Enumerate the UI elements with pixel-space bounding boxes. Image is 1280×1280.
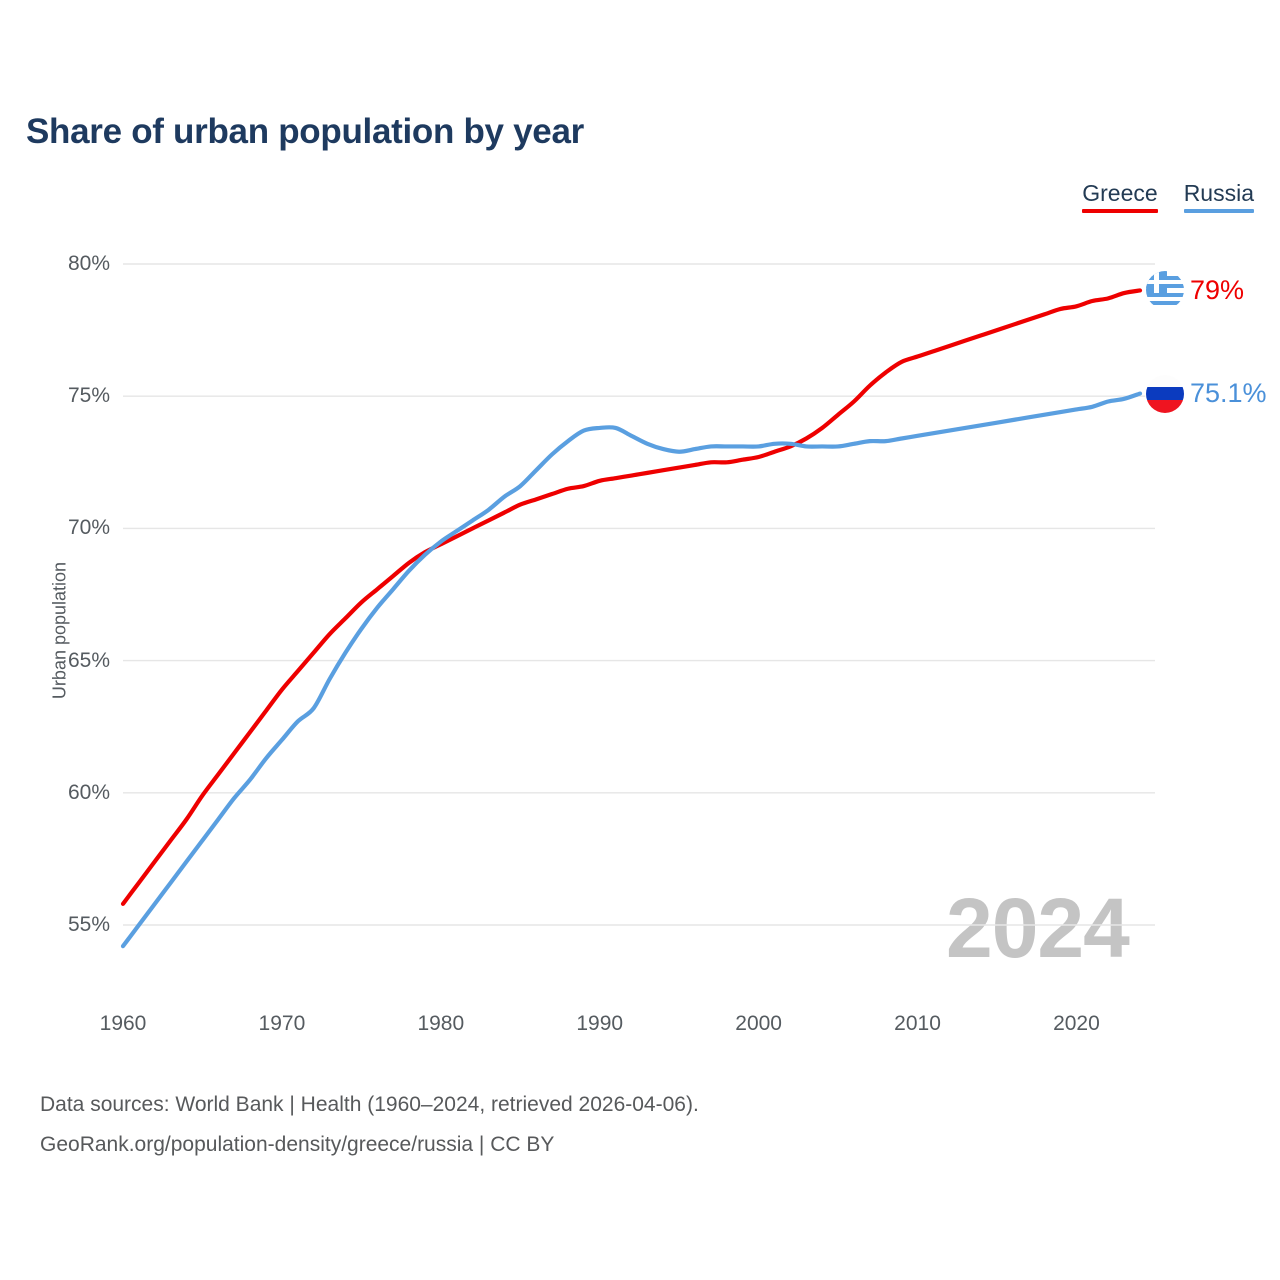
greece-endpoint-value: 79% [1190, 274, 1245, 305]
y-tick-label: 80% [67, 252, 110, 275]
watermark-year: 2024 [946, 881, 1130, 975]
y-axis-title: Urban population [49, 561, 70, 700]
series-line-greece [120, 288, 1143, 906]
y-tick-label: 55% [67, 913, 110, 936]
x-tick-label: 1960 [99, 1012, 147, 1035]
russia-endpoint-value: 75.1% [1190, 378, 1267, 409]
greece-flag-icon [1146, 271, 1184, 310]
legend-label-greece: Greece [1082, 180, 1158, 206]
legend-item-greece[interactable]: Greece [1082, 180, 1158, 213]
legend-label-russia: Russia [1183, 180, 1254, 206]
footer-line-sources: Data sources: World Bank | Health (1960–… [40, 1093, 699, 1116]
x-tick-label: 1970 [258, 1012, 306, 1035]
x-tick-label: 1990 [576, 1012, 624, 1035]
page-title: Share of urban population by year [26, 112, 584, 151]
legend-swatch-greece [1082, 209, 1158, 213]
x-tick-label: 1980 [417, 1012, 465, 1035]
y-tick-label: 70% [67, 516, 110, 540]
y-tick-label: 75% [67, 384, 110, 408]
x-tick-label: 2000 [735, 1012, 782, 1035]
russia-flag-icon [1146, 374, 1184, 413]
chart-legend: Greece Russia [1082, 180, 1254, 213]
legend-item-russia[interactable]: Russia [1183, 180, 1254, 213]
footer: Data sources: World Bank | Health (1960–… [40, 1085, 699, 1165]
x-tick-label: 2020 [1053, 1012, 1100, 1035]
legend-swatch-russia [1183, 209, 1254, 213]
x-tick-label: 2010 [894, 1012, 941, 1035]
greece-endpoint: 79% [1146, 271, 1245, 310]
y-tick-label: 60% [67, 780, 110, 804]
y-tick-label: 65% [67, 648, 110, 672]
footer-line-attribution: GeoRank.org/population-density/greece/ru… [40, 1133, 555, 1156]
series-line-russia [120, 391, 1143, 949]
russia-endpoint: 75.1% [1146, 374, 1267, 413]
